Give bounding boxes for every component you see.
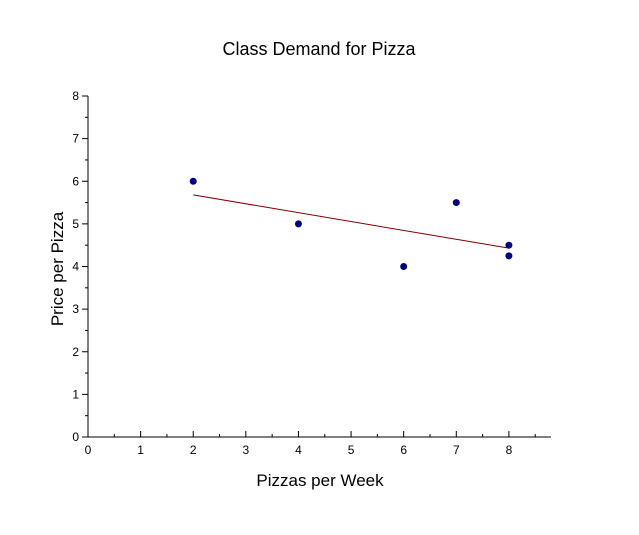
x-axis-label: Pizzas per Week (256, 471, 384, 490)
scatter-point (505, 241, 513, 249)
y-tick-label: 1 (72, 387, 79, 401)
y-tick-label: 6 (72, 174, 79, 188)
x-tick-label: 4 (295, 443, 302, 457)
scatter-point (294, 220, 302, 228)
x-tick-label: 6 (400, 443, 407, 457)
y-tick-label: 5 (72, 217, 79, 231)
axes (87, 96, 551, 438)
x-tick-label: 1 (137, 443, 144, 457)
x-tick-label: 8 (506, 443, 513, 457)
y-axis-label: Price per Pizza (48, 211, 67, 326)
trendline-group (193, 194, 509, 249)
scatter-point (400, 263, 408, 270)
x-tick-label: 2 (190, 443, 197, 457)
y-tick-label: 0 (72, 430, 79, 444)
ticks: 0 1 2 3 4 5 6 7 8 0 1 2 3 4 5 6 7 8 (72, 89, 536, 457)
scatter-point (189, 177, 197, 185)
y-tick-label: 2 (72, 345, 79, 359)
x-tick-label: 3 (242, 443, 249, 457)
scatter-point (505, 252, 513, 260)
y-tick-label: 3 (72, 302, 79, 316)
x-tick-label: 5 (348, 443, 355, 457)
x-tick-label: 0 (85, 443, 92, 457)
points-group (189, 177, 513, 270)
scatter-point (452, 199, 460, 207)
chart-title: Class Demand for Pizza (222, 39, 416, 59)
y-tick-label: 4 (72, 260, 79, 274)
x-tick-label: 7 (453, 443, 460, 457)
y-tick-label: 7 (72, 132, 79, 146)
trendline (193, 194, 509, 249)
y-tick-label: 8 (72, 89, 79, 103)
